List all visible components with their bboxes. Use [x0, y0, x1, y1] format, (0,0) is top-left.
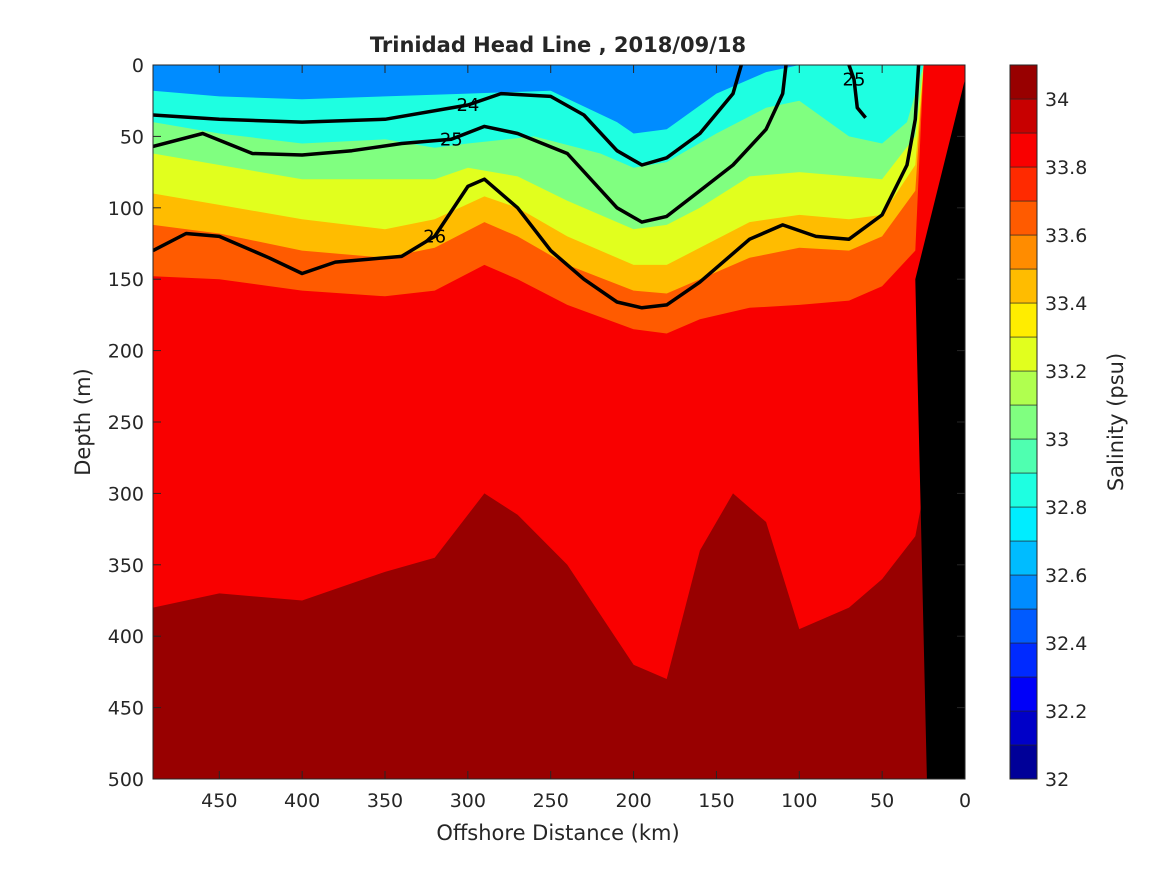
x-tick-label: 100: [781, 790, 817, 812]
colorbar-tick-label: 33.8: [1045, 157, 1087, 179]
y-tick-label: 450: [108, 698, 144, 720]
x-tick-label: 150: [698, 790, 734, 812]
contour-label: 26: [423, 226, 446, 247]
density-contour-24-0: [153, 65, 743, 167]
plot-area: [153, 65, 965, 779]
colorbar-tick-label: 33.6: [1045, 225, 1087, 247]
colorbar-segment: [1009, 676, 1038, 712]
colorbar-segment: [1009, 268, 1038, 304]
x-tick-label: 300: [450, 790, 486, 812]
colorbar-segment: [1009, 166, 1038, 202]
colorbar-segment: [1009, 574, 1038, 610]
colorbar-segment: [1009, 370, 1038, 406]
colorbar-segment: [1009, 302, 1038, 338]
colorbar-segment: [1009, 438, 1038, 474]
x-tick-label: 250: [533, 790, 569, 812]
y-tick-label: 100: [108, 198, 144, 220]
colorbar-segment: [1009, 472, 1038, 508]
density-contour-26-3: [153, 65, 921, 310]
x-tick-label: 200: [615, 790, 651, 812]
colorbar: 32 32.2 32.4 32.6 32.8 33 33.2 33.4 33.6 33.8 34: [1009, 64, 1087, 791]
colorbar-segment: [1009, 404, 1038, 440]
colorbar-segment: [1009, 710, 1038, 746]
salinity-layer-6: [153, 493, 965, 779]
density-contours: 24 25 25 26: [153, 65, 921, 310]
colorbar-segment: [1009, 64, 1038, 100]
colorbar-segment: [1009, 200, 1038, 236]
colorbar-tick-label: 32.2: [1045, 701, 1087, 723]
y-tick-label: 250: [108, 412, 144, 434]
x-tick-label: 0: [959, 790, 971, 812]
y-axis-ticks: 0 50 100 150 200 250 300 350 400 450 500: [108, 55, 965, 791]
seafloor-shape: [915, 79, 965, 779]
colorbar-tick-label: 32.8: [1045, 497, 1087, 519]
contour-label: 25: [440, 129, 463, 150]
seafloor-mask: [915, 79, 965, 779]
y-tick-label: 300: [108, 483, 144, 505]
contour-label: 24: [456, 95, 479, 116]
y-tick-label: 400: [108, 626, 144, 648]
y-axis-label: Depth (m): [71, 368, 95, 475]
y-tick-label: 200: [108, 341, 144, 363]
x-tick-label: 350: [367, 790, 403, 812]
x-tick-label: 50: [870, 790, 894, 812]
y-tick-label: 350: [108, 555, 144, 577]
colorbar-tick-label: 32.6: [1045, 565, 1087, 587]
colorbar-segment: [1009, 642, 1038, 678]
colorbar-tick-label: 33.2: [1045, 361, 1087, 383]
colorbar-segment: [1009, 608, 1038, 644]
x-tick-label: 450: [201, 790, 237, 812]
colorbar-segment: [1009, 98, 1038, 134]
colorbar-segment: [1009, 506, 1038, 542]
y-tick-label: 0: [132, 55, 144, 77]
density-contour-25-1: [153, 65, 788, 224]
colorbar-segment: [1009, 132, 1038, 168]
y-tick-label: 50: [120, 126, 144, 148]
density-contour-25-2: [847, 65, 867, 119]
contour-label: 25: [843, 69, 866, 90]
y-tick-label: 150: [108, 269, 144, 291]
colorbar-tick-label: 33.4: [1045, 293, 1087, 315]
x-tick-label: 400: [284, 790, 320, 812]
x-axis-label: Offshore Distance (km): [436, 821, 679, 845]
colorbar-segment: [1009, 234, 1038, 270]
y-tick-label: 500: [108, 769, 144, 791]
colorbar-segment: [1009, 540, 1038, 576]
colorbar-frame: [1009, 64, 1038, 780]
colorbar-tick-label: 33: [1045, 429, 1069, 451]
colorbar-segment: [1009, 336, 1038, 372]
colorbar-segment: [1009, 744, 1038, 780]
colorbar-tick-label: 32.4: [1045, 633, 1087, 655]
x-axis-ticks: 450 400 350 300 250 200 150 100 50 0: [201, 65, 971, 812]
colorbar-tick-label: 32: [1045, 769, 1069, 791]
colorbar-label: Salinity (psu): [1104, 353, 1128, 491]
chart-title: Trinidad Head Line , 2018/09/18: [370, 33, 746, 57]
colorbar-tick-label: 34: [1045, 89, 1069, 111]
